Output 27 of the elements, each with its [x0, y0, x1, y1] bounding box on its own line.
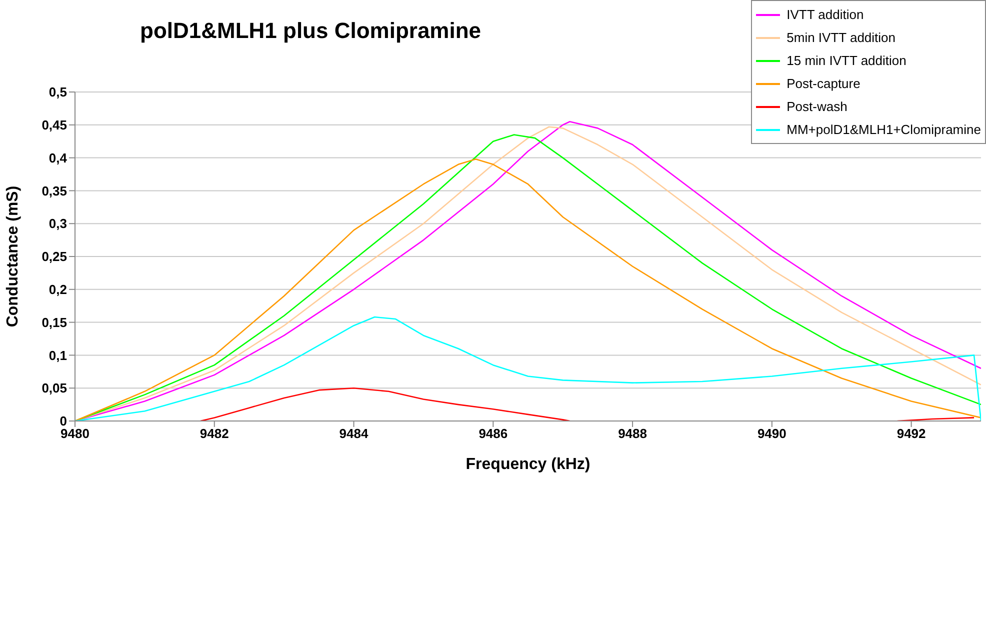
x-axis-title: Frequency (kHz) — [466, 456, 590, 473]
y-tick-label: 0,5 — [48, 84, 67, 100]
legend-label: 5min IVTT addition — [786, 30, 896, 45]
x-tick-label: 9488 — [618, 426, 647, 442]
legend-label: MM+polD1&MLH1+Clomipramine — [786, 122, 981, 137]
y-tick-label: 0,15 — [42, 314, 67, 330]
y-tick-label: 0,35 — [42, 183, 67, 198]
x-tick-label: 9480 — [60, 426, 90, 442]
y-tick-label: 0,1 — [48, 348, 67, 363]
y-tick-label: 0,4 — [48, 150, 68, 166]
y-tick-label: 0,3 — [48, 216, 67, 232]
x-tick-label: 9490 — [757, 426, 786, 442]
y-tick-label: 0,2 — [48, 282, 67, 298]
y-tick-label: 0 — [60, 414, 67, 429]
legend-label: IVTT addition — [786, 7, 864, 22]
y-tick-label: 0,45 — [42, 118, 67, 133]
y-tick-label: 0,25 — [42, 249, 67, 264]
x-tick-label: 9482 — [200, 426, 229, 442]
legend-label: 15 min IVTT addition — [786, 53, 906, 68]
y-axis-title: Conductance (mS) — [4, 186, 22, 328]
x-tick-label: 9484 — [339, 426, 369, 442]
y-tick-label: 0,05 — [42, 380, 67, 396]
chart-title: polD1&MLH1 plus Clomipramine — [140, 18, 482, 44]
legend-label: Post-capture — [786, 76, 860, 91]
legend-label: Post-wash — [786, 99, 848, 114]
x-tick-label: 9492 — [896, 426, 926, 442]
x-tick-label: 9486 — [478, 426, 508, 442]
